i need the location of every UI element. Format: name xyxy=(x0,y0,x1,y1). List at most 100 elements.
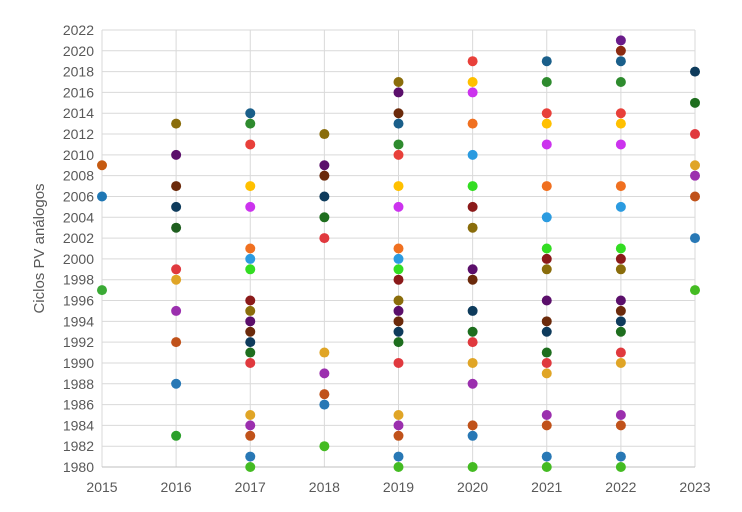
data-point xyxy=(615,462,626,472)
data-point xyxy=(245,326,256,337)
data-point xyxy=(171,118,182,129)
y-tick-label: 1992 xyxy=(63,334,94,350)
data-point xyxy=(393,87,404,98)
data-point xyxy=(615,305,626,316)
data-point xyxy=(245,201,256,212)
data-point xyxy=(541,139,552,150)
data-point xyxy=(541,357,552,368)
data-point xyxy=(393,451,404,462)
data-point xyxy=(541,420,552,431)
data-point xyxy=(467,77,478,88)
data-point xyxy=(245,451,256,462)
y-tick-label: 2018 xyxy=(63,64,94,80)
y-tick-label: 2014 xyxy=(63,105,94,121)
y-tick-label: 2006 xyxy=(63,188,94,204)
data-point xyxy=(97,160,107,171)
data-point xyxy=(393,326,404,337)
data-point xyxy=(393,149,404,160)
data-point xyxy=(541,409,552,420)
data-point xyxy=(467,462,478,472)
data-point xyxy=(615,357,626,368)
data-point xyxy=(245,462,256,472)
data-point xyxy=(690,129,700,140)
y-tick-label: 2012 xyxy=(63,126,94,142)
data-point xyxy=(615,264,626,275)
data-point xyxy=(467,222,478,233)
data-point xyxy=(541,108,552,119)
data-point xyxy=(245,139,256,150)
data-point xyxy=(541,316,552,327)
data-point xyxy=(393,305,404,316)
data-point xyxy=(245,347,256,358)
y-tick-label: 1982 xyxy=(63,438,94,454)
data-point xyxy=(393,139,404,150)
data-point xyxy=(171,337,182,348)
data-point xyxy=(615,409,626,420)
data-point xyxy=(393,108,404,119)
data-point xyxy=(245,409,256,420)
data-points xyxy=(97,35,700,472)
y-tick-label: 2002 xyxy=(63,230,94,246)
data-point xyxy=(245,316,256,327)
data-point xyxy=(319,389,330,400)
y-tick-label: 1994 xyxy=(63,313,94,329)
data-point xyxy=(245,295,256,306)
data-point xyxy=(615,347,626,358)
data-point xyxy=(467,118,478,129)
data-point xyxy=(467,378,478,389)
data-point xyxy=(615,295,626,306)
x-tick-label: 2018 xyxy=(309,479,340,495)
data-point xyxy=(393,357,404,368)
x-tick-label: 2020 xyxy=(457,479,488,495)
data-point xyxy=(541,243,552,254)
data-point xyxy=(393,264,404,275)
y-tick-label: 2010 xyxy=(63,147,94,163)
data-point xyxy=(615,77,626,88)
x-tick-label: 2016 xyxy=(161,479,192,495)
data-point xyxy=(467,87,478,98)
data-point xyxy=(171,149,182,160)
data-point xyxy=(615,316,626,327)
data-point xyxy=(467,149,478,160)
x-tick-label: 2021 xyxy=(531,479,562,495)
data-point xyxy=(541,462,552,472)
data-point xyxy=(393,274,404,285)
data-point xyxy=(171,222,182,233)
data-point xyxy=(245,264,256,275)
data-point xyxy=(171,274,182,285)
data-point xyxy=(541,77,552,88)
data-point xyxy=(97,285,107,296)
data-point xyxy=(171,201,182,212)
data-point xyxy=(541,253,552,264)
data-point xyxy=(690,66,700,77)
data-point xyxy=(615,243,626,254)
data-point xyxy=(467,274,478,285)
data-point xyxy=(541,181,552,192)
x-tick-labels: 2015 2016 2017 2018 2019 2020 2021 2022 2023 xyxy=(86,479,710,495)
data-point xyxy=(319,399,330,410)
data-point xyxy=(541,326,552,337)
data-point xyxy=(97,191,107,202)
y-tick-label: 2020 xyxy=(63,43,94,59)
data-point xyxy=(615,420,626,431)
data-point xyxy=(245,430,256,441)
data-point xyxy=(467,430,478,441)
data-point xyxy=(319,170,330,181)
data-point xyxy=(467,305,478,316)
data-point xyxy=(690,285,700,296)
data-point xyxy=(319,368,330,379)
data-point xyxy=(541,264,552,275)
x-tick-label: 2019 xyxy=(383,479,414,495)
x-tick-label: 2017 xyxy=(235,479,266,495)
data-point xyxy=(393,430,404,441)
data-point xyxy=(467,326,478,337)
data-point xyxy=(541,295,552,306)
data-point xyxy=(245,181,256,192)
data-point xyxy=(690,160,700,171)
data-point xyxy=(393,295,404,306)
data-point xyxy=(245,243,256,254)
data-point xyxy=(171,430,182,441)
data-point xyxy=(319,233,330,244)
data-point xyxy=(393,181,404,192)
data-point xyxy=(467,357,478,368)
